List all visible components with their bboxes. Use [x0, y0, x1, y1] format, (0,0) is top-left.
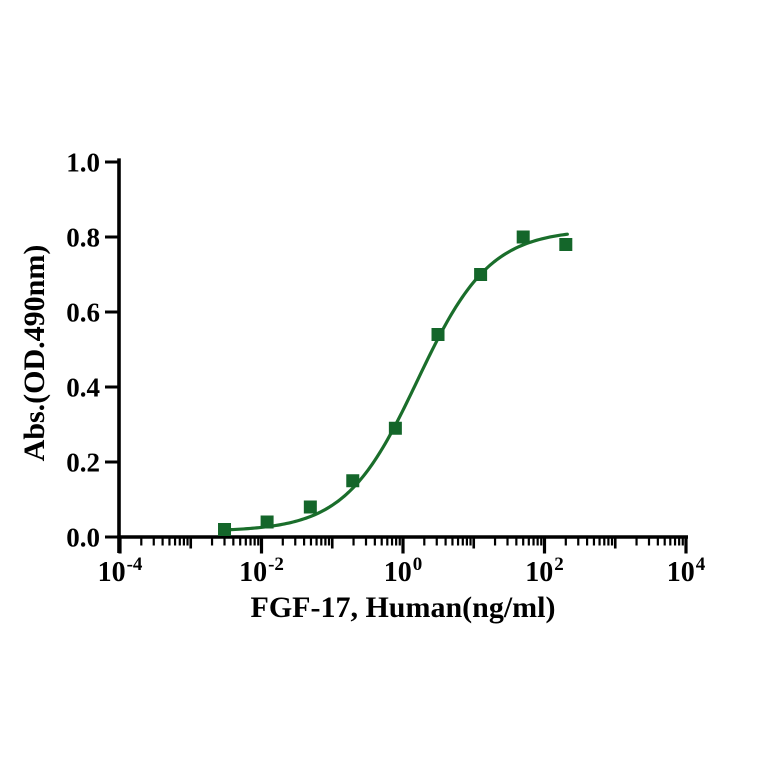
y-axis-title: Abs.(OD.490nm) [18, 245, 51, 462]
data-point-marker [559, 238, 573, 251]
data-series-layer [218, 230, 573, 536]
axes-layer: 0.0 0.2 0.4 0.6 0.8 1.0 10-4 10-2 100 102 104 [66, 148, 706, 589]
data-point-marker [474, 268, 488, 281]
x-tick-label: 100 [384, 554, 423, 588]
data-point-marker [260, 515, 274, 529]
data-point-marker [516, 230, 530, 244]
data-point-marker [388, 421, 402, 435]
y-tick-label: 0.8 [66, 223, 100, 253]
y-tick-label: 0.4 [66, 373, 100, 403]
x-tick-label: 10-2 [239, 554, 284, 588]
y-tick-label: 1.0 [66, 148, 100, 178]
x-tick-label: 104 [667, 554, 706, 588]
data-point-marker [346, 474, 360, 488]
x-axis-title: FGF-17, Human(ng/ml) [251, 591, 556, 624]
fit-curve [222, 232, 569, 532]
x-tick-label: 10-4 [98, 554, 143, 588]
y-tick-label: 0.2 [66, 448, 100, 478]
data-point-marker [218, 523, 232, 536]
data-point-marker [303, 500, 317, 514]
data-point-marker [431, 328, 445, 341]
y-tick-label: 0.0 [66, 523, 100, 553]
x-tick-label: 102 [525, 554, 564, 588]
y-tick-label: 0.6 [66, 298, 100, 328]
